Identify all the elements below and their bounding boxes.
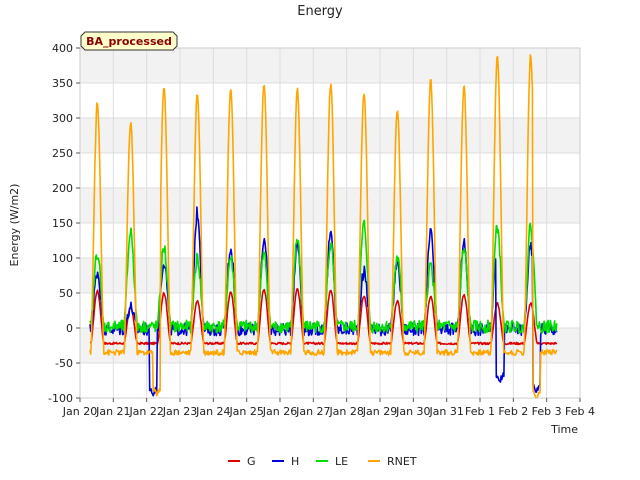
- x-tick-label: Jan 28: [328, 405, 363, 418]
- processing-badge-label: BA_processed: [86, 35, 172, 48]
- y-tick-label: 300: [52, 112, 73, 125]
- y-axis-label: Energy (W/m2): [8, 184, 21, 267]
- legend-item-g: G: [228, 455, 256, 468]
- series-line-g: [89, 287, 558, 346]
- x-tick-label: Jan 30: [395, 405, 430, 418]
- x-tick-label: Jan 31: [428, 405, 463, 418]
- x-tick-label: Jan 29: [362, 405, 397, 418]
- x-tick-label: Feb 1: [465, 405, 495, 418]
- y-tick-label: 250: [52, 147, 73, 160]
- legend: G H LE RNET: [228, 455, 417, 468]
- x-tick-label: Jan 23: [162, 405, 197, 418]
- y-tick-label: -50: [55, 357, 73, 370]
- legend-label: H: [291, 455, 299, 468]
- legend-item-rnet: RNET: [368, 455, 417, 468]
- series-line-le: [89, 219, 558, 334]
- y-tick-label: 100: [52, 252, 73, 265]
- y-tick-label: 350: [52, 77, 73, 90]
- x-tick-label: Jan 21: [95, 405, 130, 418]
- y-tick-label: 0: [66, 322, 73, 335]
- chart-title: Energy: [297, 4, 343, 19]
- y-tick-label: -100: [48, 392, 73, 405]
- legend-label: G: [247, 455, 256, 468]
- x-tick-label: Jan 25: [228, 405, 263, 418]
- y-tick-label: 50: [59, 287, 73, 300]
- y-tick-label: 400: [52, 42, 73, 55]
- background-band: [80, 258, 580, 293]
- legend-item-h: H: [272, 455, 299, 468]
- y-tick-label: 150: [52, 217, 73, 230]
- x-tick-label: Feb 3: [532, 405, 562, 418]
- x-tick-label: Jan 26: [262, 405, 297, 418]
- y-axis-ticks: -100 -50 0 50 100 150 200 250 300 350 400: [48, 42, 80, 405]
- x-tick-label: Feb 4: [565, 405, 595, 418]
- legend-item-le: LE: [316, 455, 348, 468]
- legend-label: RNET: [387, 455, 417, 468]
- series-line-rnet: [89, 54, 558, 399]
- x-tick-label: Jan 27: [295, 405, 330, 418]
- x-tick-label: Jan 22: [128, 405, 163, 418]
- background-band: [80, 188, 580, 223]
- y-tick-label: 200: [52, 182, 73, 195]
- background-band: [80, 48, 580, 83]
- legend-label: LE: [335, 455, 348, 468]
- series-layer: [89, 54, 558, 399]
- x-tick-label: Feb 2: [498, 405, 528, 418]
- x-tick-label: Jan 24: [195, 405, 230, 418]
- background-band: [80, 118, 580, 153]
- x-axis-label: Time: [550, 423, 578, 436]
- x-tick-label: Jan 20: [62, 405, 97, 418]
- processing-badge: BA_processed: [80, 31, 178, 51]
